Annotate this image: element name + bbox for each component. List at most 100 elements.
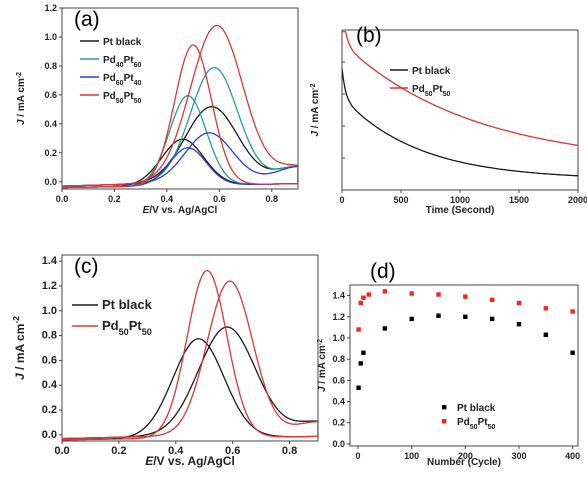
data-point <box>543 306 549 311</box>
y-tick-label: 0.4 <box>332 397 345 407</box>
y-tick-label: 1.0 <box>42 305 57 317</box>
x-axis-label: Number (Cycle) <box>427 457 501 468</box>
legend-label: Pd50Pt50 <box>102 318 152 337</box>
plot-frame <box>349 284 579 447</box>
y-tick-label: 0.8 <box>332 354 345 364</box>
y-axis-label-group: J / mA cm-2 <box>317 339 329 392</box>
x-tick-label: 500 <box>393 195 408 205</box>
plot-frame <box>341 29 579 191</box>
series-line <box>342 30 578 146</box>
y-tick-label: 0.6 <box>42 354 57 366</box>
y-tick-label: 0.2 <box>332 418 345 428</box>
data-point <box>409 291 414 296</box>
data-point <box>489 316 495 322</box>
data-point <box>409 316 414 322</box>
data-point <box>366 292 371 297</box>
y-tick-label: 0.0 <box>332 439 345 449</box>
series-line <box>62 269 318 441</box>
panel-b: (b) 0 500 1000 1500 2000 Time (Second) J / mA c… <box>310 24 587 216</box>
y-tick-label: 0.8 <box>44 61 57 71</box>
x-axis-label: E/V vs. Ag/AgCl <box>145 454 235 468</box>
y-tick-label: 0.2 <box>42 404 57 416</box>
x-axis-label: E/V vs. Ag/AgCl <box>143 205 218 216</box>
series-line <box>342 68 578 177</box>
plot-area <box>356 289 575 390</box>
x-tick-label: 0.4 <box>161 194 174 204</box>
panel-d: (d) 0 100 200 300 400 0.0 0.2 0.4 0.6 0.8 1.0 1.2 1.4… <box>317 260 581 468</box>
x-tick-label: 300 <box>511 451 526 461</box>
data-point <box>570 309 575 314</box>
legend-marker <box>442 419 447 424</box>
x-tick-label: 0.0 <box>54 445 69 457</box>
data-point <box>436 292 441 297</box>
y-tick-label: 0.4 <box>42 379 58 391</box>
y-tick-label: 1.2 <box>332 312 345 322</box>
legend-label: Pt black <box>457 403 496 414</box>
panel-c: (c) 0.0 0.2 0.4 0.6 0.8 0.0 0.2 0.4 0.6 0.8 1.0 1.2 1… <box>11 254 319 468</box>
y-axis-label-group: J / mA cm-2 <box>310 83 322 136</box>
x-tick-label: 400 <box>565 451 580 461</box>
y-axis-label: J / mA cm-2 <box>317 339 329 392</box>
y-axis-label-group: J / mA cm-2 <box>16 72 28 125</box>
series-line <box>62 106 298 189</box>
data-point <box>463 314 468 319</box>
x-tick-label: 1500 <box>509 195 529 205</box>
y-axis-label: J / mA cm-2 <box>16 72 28 125</box>
legend-label: Pt black <box>103 37 142 48</box>
data-point <box>356 327 361 332</box>
x-tick-label: 1000 <box>450 195 470 205</box>
x-tick-label: 0.4 <box>168 445 184 457</box>
plot-frame <box>61 254 319 442</box>
legend-label: Pt black <box>412 66 451 77</box>
y-axis-label: J / mA cm-2 <box>310 83 322 136</box>
data-point <box>361 350 366 355</box>
legend-label: Pd50Pt50 <box>457 417 495 431</box>
data-point <box>361 295 366 300</box>
y-tick-label: 0.0 <box>42 429 57 441</box>
plot-area <box>62 24 298 189</box>
data-point <box>516 321 522 327</box>
panel-label: (d) <box>370 260 396 283</box>
data-point <box>436 313 441 318</box>
y-tick-label: 1.0 <box>44 32 57 42</box>
x-tick-label: 0.6 <box>225 445 240 457</box>
legend-label: Pt black <box>102 297 153 312</box>
panel-label: (b) <box>356 24 382 47</box>
series-line <box>62 24 298 189</box>
y-tick-label: 0.8 <box>42 330 57 342</box>
y-tick-label: 0.6 <box>332 375 345 385</box>
series-line <box>62 66 298 189</box>
x-tick-label: 0 <box>356 451 361 461</box>
x-tick-label: 0.2 <box>111 445 126 457</box>
legend-label: Pd60Pt40 <box>103 73 141 87</box>
data-point <box>356 385 361 390</box>
x-tick-label: 200 <box>458 451 473 461</box>
y-axis-label: J / mA cm-2 <box>11 316 27 380</box>
x-axis-label: Time (Second) <box>426 205 495 216</box>
legend-label: Pd50Pt50 <box>103 91 141 105</box>
legend-label: Pd50Pt50 <box>412 84 450 98</box>
data-point <box>382 289 388 294</box>
data-point <box>516 300 522 306</box>
data-point <box>463 294 468 299</box>
data-point <box>358 300 363 306</box>
y-tick-label: 1.2 <box>42 280 57 292</box>
y-tick-label: 1.4 <box>332 291 345 301</box>
plot-area <box>342 30 578 177</box>
y-tick-label: 0.6 <box>44 90 57 100</box>
legend-marker <box>442 405 447 410</box>
x-tick-label: 0.0 <box>56 194 69 204</box>
x-tick-label: 2000 <box>568 195 587 205</box>
y-tick-label: 0.2 <box>44 148 57 158</box>
data-point <box>570 350 575 355</box>
x-tick-label: 0 <box>339 195 344 205</box>
y-tick-label: 0.0 <box>44 177 57 187</box>
plot-frame <box>61 7 299 190</box>
data-point <box>358 361 363 366</box>
x-tick-label: 0.6 <box>213 194 226 204</box>
series-line <box>62 326 318 441</box>
y-tick-label: 1.0 <box>332 333 345 343</box>
data-point <box>543 332 549 337</box>
data-point <box>382 326 388 331</box>
